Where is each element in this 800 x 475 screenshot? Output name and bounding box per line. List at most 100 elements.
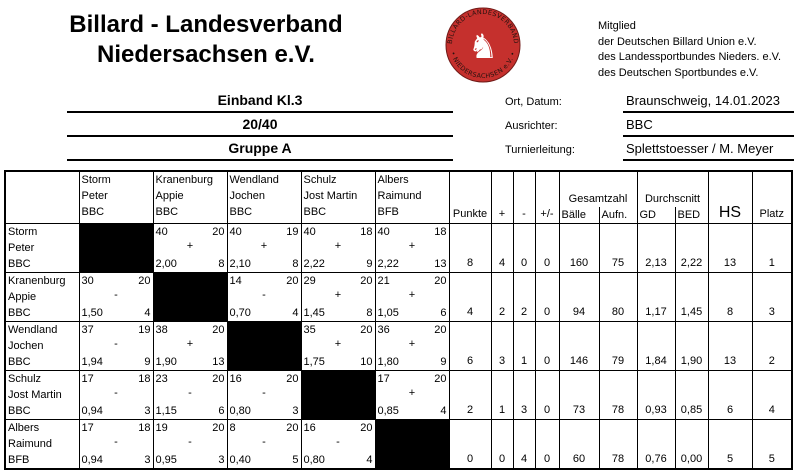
match-balls: 14 <box>229 274 242 287</box>
stat-plus: 1 <box>490 369 514 420</box>
match-innings: 20 <box>212 372 225 385</box>
player-first: Jochen <box>8 339 44 352</box>
stat-plus: 0 <box>490 418 514 469</box>
match-avg: 1,90 <box>155 355 177 368</box>
stat-minus: 1 <box>512 320 536 371</box>
player-club: BBC <box>229 206 253 218</box>
stat-punkte: 4 <box>448 271 492 322</box>
stat-hs: 8 <box>707 271 753 322</box>
stat-aufn: 78 <box>598 369 638 420</box>
match-avg: 1,50 <box>81 306 103 319</box>
col-header-baelle: Bälle <box>558 207 600 224</box>
page-title-line2: Niedersachsen e.V. <box>97 41 315 68</box>
match-balls: 30 <box>81 274 94 287</box>
match-avg: 0,40 <box>229 453 251 466</box>
match-balls: 40 <box>229 225 242 238</box>
match-cell: 30 20 - 1,50 4 <box>78 271 154 322</box>
player-club: BBC <box>81 206 105 218</box>
player-club: BBC <box>8 306 31 319</box>
col-header-platz: Platz <box>751 170 793 224</box>
match-innings: 20 <box>212 421 225 434</box>
stat-aufn: 79 <box>598 320 638 371</box>
match-cell: 16 20 - 0,80 4 <box>300 418 376 469</box>
match-innings: 20 <box>286 372 299 385</box>
match-sign: + <box>334 337 342 350</box>
match-innings: 18 <box>138 372 151 385</box>
match-balls: 35 <box>303 323 316 336</box>
match-cell: 40 19 + 2,10 8 <box>226 222 302 273</box>
player-first: Raimund <box>377 190 422 202</box>
stat-gd: 2,13 <box>636 222 676 273</box>
player-first: Appie <box>8 290 37 303</box>
stat-minus: 2 <box>512 271 536 322</box>
match-hs: 4 <box>292 306 299 319</box>
match-avg: 1,45 <box>303 306 325 319</box>
match-cell: 35 20 + 1,75 10 <box>300 320 376 371</box>
match-innings: 20 <box>286 274 299 287</box>
player-last: Storm <box>81 174 111 186</box>
player-club: BFB <box>8 453 30 466</box>
match-avg: 0,80 <box>303 453 325 466</box>
match-hs: 9 <box>144 355 151 368</box>
match-innings: 20 <box>360 274 373 287</box>
match-cell: 38 20 + 1,90 13 <box>152 320 228 371</box>
stat-bed: 0,85 <box>674 369 709 420</box>
stat-hs: 5 <box>707 418 753 469</box>
match-sign: + <box>334 288 342 301</box>
stat-baelle: 60 <box>558 418 600 469</box>
match-cell: 17 18 - 0,94 3 <box>78 418 154 469</box>
match-cell: 29 20 + 1,45 8 <box>300 271 376 322</box>
match-cell: 14 20 - 0,70 4 <box>226 271 302 322</box>
event-discipline: Einband Kl.3 <box>67 89 453 113</box>
player-column-header: Storm Peter BBC <box>78 170 154 224</box>
match-cell: 40 18 + 2,22 13 <box>374 222 450 273</box>
match-sign: + <box>408 239 416 252</box>
stat-gd: 0,93 <box>636 369 676 420</box>
match-hs: 9 <box>366 257 373 270</box>
match-balls: 37 <box>81 323 94 336</box>
match-hs: 6 <box>218 404 225 417</box>
stat-bed: 0,00 <box>674 418 709 469</box>
match-avg: 1,80 <box>377 355 399 368</box>
stat-plusminus: 0 <box>534 222 560 273</box>
self-cell <box>152 271 228 322</box>
stat-baelle: 94 <box>558 271 600 322</box>
match-cell: 21 20 + 1,05 6 <box>374 271 450 322</box>
match-hs: 4 <box>366 453 373 466</box>
ausrichter-label: Ausrichter: <box>505 120 558 132</box>
match-innings: 19 <box>138 323 151 336</box>
match-balls: 40 <box>303 225 316 238</box>
match-cell: 17 18 - 0,94 3 <box>78 369 154 420</box>
association-logo-icon: BILLARD-LANDESVERBAND • NIEDERSACHSEN e.… <box>445 7 521 83</box>
horse-icon: ♞ <box>468 27 498 67</box>
self-cell <box>226 320 302 371</box>
stat-aufn: 78 <box>598 418 638 469</box>
page-title-line1: Billard - Landesverband <box>69 11 343 38</box>
match-cell: 37 19 - 1,94 9 <box>78 320 154 371</box>
ort-datum-value: Braunschweig, 14.01.2023 <box>623 89 794 113</box>
match-cell: 16 20 - 0,80 3 <box>226 369 302 420</box>
col-header-plus: + <box>490 170 514 224</box>
player-name-cell: Storm Peter BBC <box>4 222 80 273</box>
match-hs: 8 <box>218 257 225 270</box>
match-avg: 1,05 <box>377 306 399 319</box>
stat-platz: 1 <box>751 222 793 273</box>
match-balls: 40 <box>155 225 168 238</box>
player-club: BBC <box>8 404 31 417</box>
match-avg: 2,22 <box>303 257 325 270</box>
stat-baelle: 146 <box>558 320 600 371</box>
player-last: Schulz <box>8 372 42 385</box>
match-balls: 21 <box>377 274 390 287</box>
page-title: Billard - Landesverband Niedersachsen e.… <box>48 10 364 70</box>
match-innings: 20 <box>212 225 225 238</box>
player-last: Albers <box>8 421 40 434</box>
ort-datum-row: Ort, Datum: Braunschweig, 14.01.2023 <box>505 89 794 113</box>
match-hs: 6 <box>440 306 447 319</box>
stat-minus: 3 <box>512 369 536 420</box>
turnierleitung-value: Splettstoesser / M. Meyer <box>623 137 794 161</box>
match-hs: 13 <box>434 257 447 270</box>
match-hs: 9 <box>440 355 447 368</box>
match-avg: 1,15 <box>155 404 177 417</box>
player-club: BBC <box>8 355 31 368</box>
stat-minus: 0 <box>512 222 536 273</box>
